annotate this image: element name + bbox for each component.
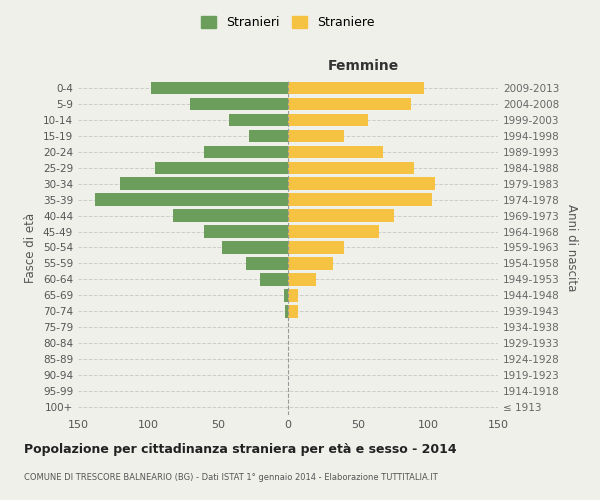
Text: Popolazione per cittadinanza straniera per età e sesso - 2014: Popolazione per cittadinanza straniera p… [24,442,457,456]
Bar [288,130,344,142]
Bar [288,289,298,302]
Bar [284,289,288,302]
Bar [204,146,288,158]
Bar [288,305,298,318]
Bar [260,273,288,285]
Bar [288,257,333,270]
Bar [222,242,288,254]
Bar [288,194,432,206]
Bar [288,82,424,94]
Text: Femmine: Femmine [328,60,399,74]
Bar [155,162,288,174]
Bar [288,162,414,174]
Bar [204,226,288,238]
Bar [288,178,435,190]
Bar [190,98,288,110]
Bar [120,178,288,190]
Bar [285,305,288,318]
Legend: Stranieri, Straniere: Stranieri, Straniere [196,11,380,34]
Bar [151,82,288,94]
Bar [173,210,288,222]
Bar [288,210,394,222]
Y-axis label: Fasce di età: Fasce di età [25,212,37,282]
Text: COMUNE DI TRESCORE BALNEARIO (BG) - Dati ISTAT 1° gennaio 2014 - Elaborazione TU: COMUNE DI TRESCORE BALNEARIO (BG) - Dati… [24,472,438,482]
Bar [288,146,383,158]
Bar [246,257,288,270]
Y-axis label: Anni di nascita: Anni di nascita [565,204,578,291]
Bar [249,130,288,142]
Bar [288,273,316,285]
Bar [288,98,411,110]
Bar [229,114,288,126]
Bar [288,242,344,254]
Bar [95,194,288,206]
Bar [288,114,368,126]
Bar [288,226,379,238]
